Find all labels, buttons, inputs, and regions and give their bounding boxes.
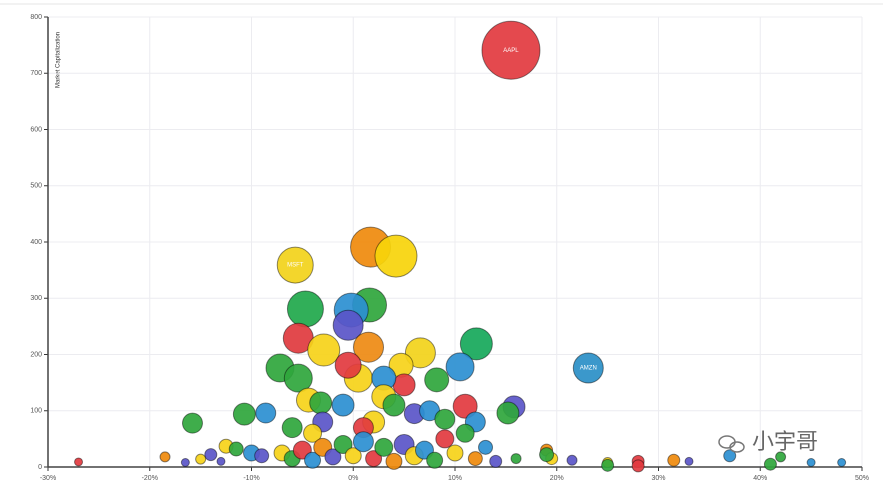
bubble	[255, 402, 277, 424]
bubble	[254, 448, 270, 464]
bubble	[723, 449, 737, 463]
bubble	[216, 456, 226, 466]
bubble	[74, 457, 84, 467]
bubble	[435, 429, 455, 449]
bubble	[304, 451, 322, 469]
y-tick-label: 400	[30, 239, 42, 246]
x-tick-label: 10%	[448, 475, 462, 482]
bubble	[228, 441, 244, 457]
bubble	[332, 309, 364, 341]
bubble-label: AAPL	[503, 48, 519, 54]
bubble	[331, 393, 355, 417]
y-tick-label: 200	[30, 351, 42, 358]
x-tick-label: 40%	[753, 475, 767, 482]
bubble	[180, 458, 190, 467]
bubble	[159, 451, 171, 463]
bubble	[365, 450, 383, 468]
bubble	[352, 431, 374, 453]
y-tick-label: 300	[30, 295, 42, 302]
bubble	[445, 352, 475, 382]
watermark-icon	[729, 441, 745, 453]
y-tick-label: 100	[30, 408, 42, 415]
bubble	[303, 423, 323, 443]
x-tick-label: 50%	[855, 475, 869, 482]
bubble	[404, 337, 436, 369]
bubble	[837, 458, 847, 467]
bubble	[434, 408, 456, 430]
bubble	[510, 453, 522, 465]
bubble	[806, 458, 816, 467]
bubble	[539, 447, 555, 463]
bubble	[452, 393, 478, 419]
bubble-label: MSFT	[287, 263, 304, 269]
bubble	[446, 444, 464, 462]
bubble	[276, 246, 314, 284]
x-tick-label: -30%	[40, 475, 56, 482]
bubble	[684, 456, 694, 466]
bubble	[286, 290, 324, 328]
bubble	[309, 391, 333, 415]
x-tick-label: -10%	[243, 475, 259, 482]
y-tick-label: 800	[30, 14, 42, 21]
y-tick-label: 0	[38, 464, 42, 471]
bubble	[481, 20, 541, 80]
x-tick-label: 0%	[348, 475, 358, 482]
x-tick-label: -20%	[142, 475, 158, 482]
x-tick-label: 30%	[651, 475, 665, 482]
bubble	[181, 412, 203, 434]
bubble	[353, 331, 385, 363]
bubble	[195, 453, 207, 465]
bubble	[763, 457, 777, 471]
bubble	[631, 459, 645, 473]
bubble	[459, 327, 493, 361]
bubble	[281, 417, 303, 439]
bubble	[307, 333, 341, 367]
bubble	[333, 435, 353, 454]
bubble	[478, 439, 494, 455]
bubble-label: AMZN	[580, 366, 597, 372]
y-tick-label: 700	[30, 70, 42, 77]
bubble	[232, 402, 256, 426]
bubble	[344, 447, 362, 465]
bubble	[424, 367, 450, 393]
bubble	[204, 448, 218, 462]
bubble	[374, 437, 394, 457]
bubble	[426, 451, 444, 469]
watermark-text: 小宇哥	[752, 430, 818, 455]
watermark: 小宇哥	[718, 430, 818, 455]
bubble	[392, 373, 416, 397]
bubble	[467, 451, 483, 467]
bubble	[775, 451, 787, 463]
y-tick-label: 500	[30, 183, 42, 190]
bubble	[601, 458, 615, 472]
bubble	[324, 448, 342, 466]
bubble	[382, 393, 406, 417]
bubble	[455, 423, 475, 443]
bubble	[385, 452, 403, 470]
y-axis-title: Market Capitalization	[56, 32, 62, 88]
bubble	[667, 453, 681, 467]
bubble	[283, 363, 313, 393]
bubble	[566, 454, 578, 466]
bubble	[572, 352, 604, 384]
bubble	[374, 234, 418, 278]
bubble	[496, 401, 520, 425]
bubble	[489, 454, 503, 468]
bubble	[334, 351, 362, 379]
x-tick-label: 20%	[550, 475, 564, 482]
y-tick-label: 600	[30, 126, 42, 133]
